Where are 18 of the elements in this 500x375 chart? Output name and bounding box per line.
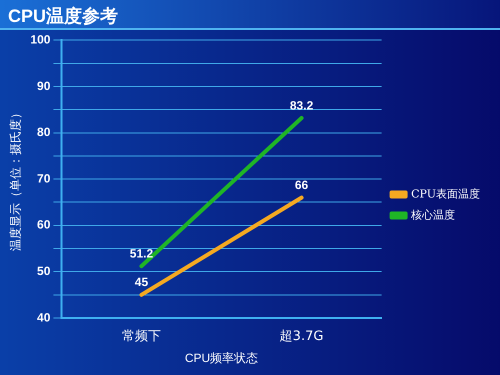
data-label: 51.2 — [130, 246, 154, 260]
legend-label: 核心温度 — [410, 208, 456, 222]
x-axis-title: CPU频率状态 — [184, 351, 258, 366]
data-label: 66 — [294, 178, 309, 192]
y-tick-label: 60 — [37, 218, 51, 232]
x-tick-label: 常频下 — [122, 329, 161, 344]
chart-title: CPU温度参考 — [0, 0, 500, 30]
legend-label: CPU表面温度 — [411, 187, 480, 200]
data-label: 45 — [134, 275, 148, 290]
y-tick-label: 100 — [30, 32, 51, 47]
x-tick-label: 超3.7G — [280, 329, 324, 344]
y-tick-label: 40 — [37, 310, 51, 324]
y-tick-label: 70 — [37, 171, 51, 186]
y-tick-label: 80 — [37, 125, 51, 140]
data-label: 83.2 — [290, 98, 314, 112]
y-tick-label: 50 — [37, 264, 51, 278]
y-axis-title: 温度显示（单位：摄氏度） — [8, 107, 23, 252]
y-tick-label: 90 — [37, 78, 51, 93]
